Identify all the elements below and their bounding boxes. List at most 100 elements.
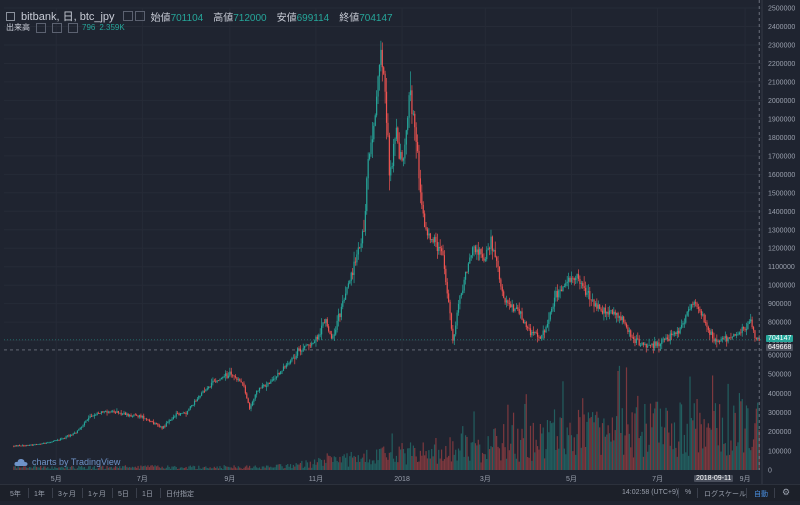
volume-bar — [717, 445, 719, 470]
range-1m[interactable]: 1ヶ月 — [88, 491, 106, 498]
volume-bar — [490, 446, 492, 470]
volume-bar — [14, 466, 16, 470]
candle-body — [90, 415, 93, 417]
volume-bar — [274, 467, 276, 470]
range-1d[interactable]: 1日 — [142, 491, 153, 498]
range-1y[interactable]: 1年 — [34, 491, 45, 498]
volume-bar — [294, 466, 296, 470]
candle-body — [750, 319, 752, 322]
volume-bar — [700, 424, 702, 470]
percent-toggle[interactable]: % — [685, 489, 692, 496]
candle-body — [124, 412, 126, 415]
candle-body — [147, 419, 149, 421]
date-range-button[interactable]: 日付指定 — [166, 491, 194, 498]
volume-bar — [366, 449, 368, 470]
candle-body — [521, 311, 523, 320]
volume-bar — [208, 468, 210, 470]
auto-scale-toggle[interactable]: 自動 — [754, 491, 768, 498]
candle-body — [745, 328, 748, 331]
candle-body — [628, 330, 630, 332]
volume-hide-icon[interactable] — [36, 22, 46, 33]
volume-bar — [439, 458, 441, 470]
volume-bar — [23, 466, 25, 470]
candle-body — [580, 283, 582, 284]
hide-icon[interactable] — [122, 10, 133, 21]
candle-body — [134, 414, 136, 416]
tradingview-watermark[interactable]: charts by TradingView — [14, 457, 120, 467]
volume-bar — [733, 405, 735, 470]
candle-body — [315, 336, 317, 342]
legend-controls[interactable] — [121, 10, 145, 22]
candle-body — [682, 322, 684, 325]
volume-bar — [181, 467, 183, 470]
volume-bar — [425, 451, 427, 470]
volume-bar — [344, 457, 347, 470]
candle-body — [193, 400, 196, 405]
volume-bar — [392, 458, 395, 470]
candle-body — [311, 343, 313, 346]
candle-body — [106, 411, 108, 413]
candle-body — [83, 422, 86, 426]
volume-bar — [652, 413, 654, 470]
settings-icon[interactable] — [134, 10, 145, 21]
range-3m[interactable]: 3ヶ月 — [58, 491, 76, 498]
candle-body — [178, 413, 180, 416]
candle-body — [467, 263, 469, 272]
range-5y[interactable]: 5年 — [10, 491, 21, 498]
gear-icon[interactable]: ⚙ — [782, 487, 791, 497]
volume-bar — [464, 435, 467, 470]
volume-settings-icon[interactable] — [52, 22, 62, 33]
candle-body — [711, 331, 714, 339]
candle-body — [488, 248, 491, 249]
candle-body — [13, 445, 15, 447]
candle-body — [366, 178, 368, 212]
volume-bar — [452, 441, 454, 470]
volume-bar — [536, 446, 539, 470]
candle-body — [568, 277, 570, 282]
volume-bar — [62, 467, 64, 470]
candle-body — [699, 308, 701, 311]
candle-body — [631, 336, 633, 338]
volume-close-icon[interactable] — [68, 22, 78, 33]
volume-bar — [479, 444, 481, 470]
candle-body — [33, 444, 35, 446]
candle-body — [172, 416, 174, 420]
candle-body — [284, 366, 286, 368]
candle-body — [383, 67, 385, 74]
log-scale-toggle[interactable]: ログスケール — [704, 491, 746, 498]
candle-body — [208, 386, 210, 389]
volume-bar — [92, 467, 94, 470]
candle-body — [411, 90, 413, 115]
volume-bar — [610, 441, 612, 470]
volume-bar — [666, 410, 669, 470]
close-value: 704147 — [359, 12, 393, 24]
candle-body — [75, 432, 77, 434]
volume-bar — [192, 465, 194, 470]
volume-bar — [606, 434, 608, 470]
last-price-tag: 704147 — [766, 335, 794, 342]
volume-bar — [484, 454, 486, 470]
volume-bar — [380, 448, 382, 470]
candle-body — [169, 420, 172, 421]
candle-body — [632, 337, 635, 340]
candle-body — [661, 339, 663, 345]
volume-bar — [552, 422, 554, 470]
volume-bar — [86, 468, 88, 470]
volume-bar — [198, 465, 200, 470]
range-5d[interactable]: 5日 — [118, 491, 129, 498]
candle-body — [558, 290, 560, 298]
volume-tick-label: 100000 — [768, 448, 791, 455]
volume-bar — [695, 428, 697, 470]
collapse-icon[interactable] — [6, 11, 15, 21]
price-tick-label: 2400000 — [768, 24, 795, 31]
volume-bar — [305, 460, 307, 470]
candle-body — [692, 304, 694, 306]
volume-bar — [642, 456, 645, 470]
candle-body — [52, 441, 55, 442]
volume-bar — [364, 461, 366, 470]
volume-bar — [162, 468, 165, 470]
candle-body — [611, 310, 613, 315]
candle-body — [174, 416, 176, 418]
